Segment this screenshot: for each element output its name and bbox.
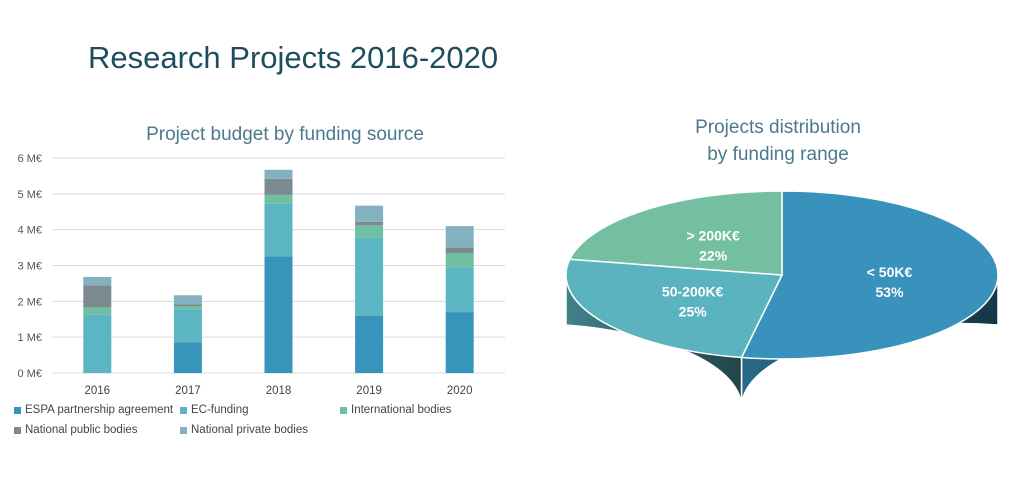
bar-segment	[445, 247, 474, 253]
y-tick-label: 2 M€	[18, 296, 42, 308]
x-tick-label: 2018	[266, 385, 292, 397]
bar-segment	[83, 307, 112, 315]
pie-slice	[565, 258, 784, 359]
bar-segment	[355, 225, 384, 238]
page-title: Research Projects 2016-2020	[88, 40, 499, 75]
y-tick-label: 1 M€	[18, 332, 42, 344]
bar-segment	[355, 237, 384, 316]
legend-item: EC-funding	[180, 404, 249, 416]
bar-segment	[173, 304, 202, 306]
bar-segment	[264, 169, 293, 179]
x-tick-label: 2020	[447, 385, 473, 397]
bar-segment	[355, 221, 384, 226]
bar-segment	[83, 276, 112, 286]
legend-label: ESPA partnership agreement	[25, 404, 174, 416]
bar-segment	[445, 226, 474, 248]
bar-segment	[173, 295, 202, 305]
legend-item: ESPA partnership agreement	[14, 404, 173, 416]
legend-label: National private bodies	[191, 424, 308, 436]
pie-slice-percent: 53%	[876, 284, 905, 300]
y-tick-label: 3 M€	[18, 261, 42, 273]
legend-item: National private bodies	[180, 424, 308, 436]
legend-item: National public bodies	[14, 424, 138, 436]
bar-segment	[264, 256, 293, 373]
bar-chart-title: Project budget by funding source	[146, 124, 424, 145]
legend-swatch	[14, 406, 21, 414]
y-tick-label: 5 M€	[18, 189, 42, 201]
bar-segment	[445, 267, 474, 313]
pie-slice-percent: 25%	[679, 304, 708, 320]
pie-chart-title: Projects distribution	[695, 117, 861, 138]
bar-segment	[83, 314, 112, 373]
pie-slice-label: 50-200K€	[662, 284, 724, 300]
bar-segment	[355, 205, 384, 222]
pie-chart-title: by funding range	[707, 144, 849, 165]
legend-label: National public bodies	[25, 424, 138, 436]
pie-slice	[740, 190, 999, 360]
x-tick-label: 2017	[175, 385, 201, 397]
bar-segment	[355, 315, 384, 373]
bar-chart-legend: ESPA partnership agreement EC-funding Inte…	[14, 404, 514, 448]
legend-label: EC-funding	[191, 404, 249, 416]
legend-item: International bodies	[340, 404, 451, 416]
x-tick-label: 2019	[356, 385, 382, 397]
bar-segment	[445, 312, 474, 373]
pie-slice	[568, 190, 783, 276]
pie-slice-label: < 50K€	[867, 264, 913, 280]
legend-swatch	[340, 406, 347, 414]
pie-slice-label: > 200K€	[686, 228, 740, 244]
bar-segment	[173, 309, 202, 343]
y-tick-label: 0 M€	[18, 368, 42, 380]
bar-segment	[264, 194, 293, 204]
pie-chart: Projects distribution by funding range < 5…	[565, 117, 999, 408]
bar-segment	[264, 203, 293, 257]
legend-swatch	[180, 406, 187, 414]
legend-label: International bodies	[351, 404, 452, 416]
x-tick-label: 2016	[85, 385, 111, 397]
bar-segment	[173, 305, 202, 310]
bar-chart: Project budget by funding source 0 M€ 1 M€…	[18, 124, 505, 397]
pie-slice-percent: 22%	[699, 248, 728, 264]
y-tick-label: 4 M€	[18, 225, 42, 237]
bar-segment	[173, 342, 202, 373]
bar-segment	[445, 252, 474, 268]
legend-swatch	[180, 426, 187, 434]
legend-swatch	[14, 426, 21, 434]
bar-segment	[264, 178, 293, 195]
bar-segment	[83, 285, 112, 308]
y-tick-label: 6 M€	[18, 153, 42, 165]
